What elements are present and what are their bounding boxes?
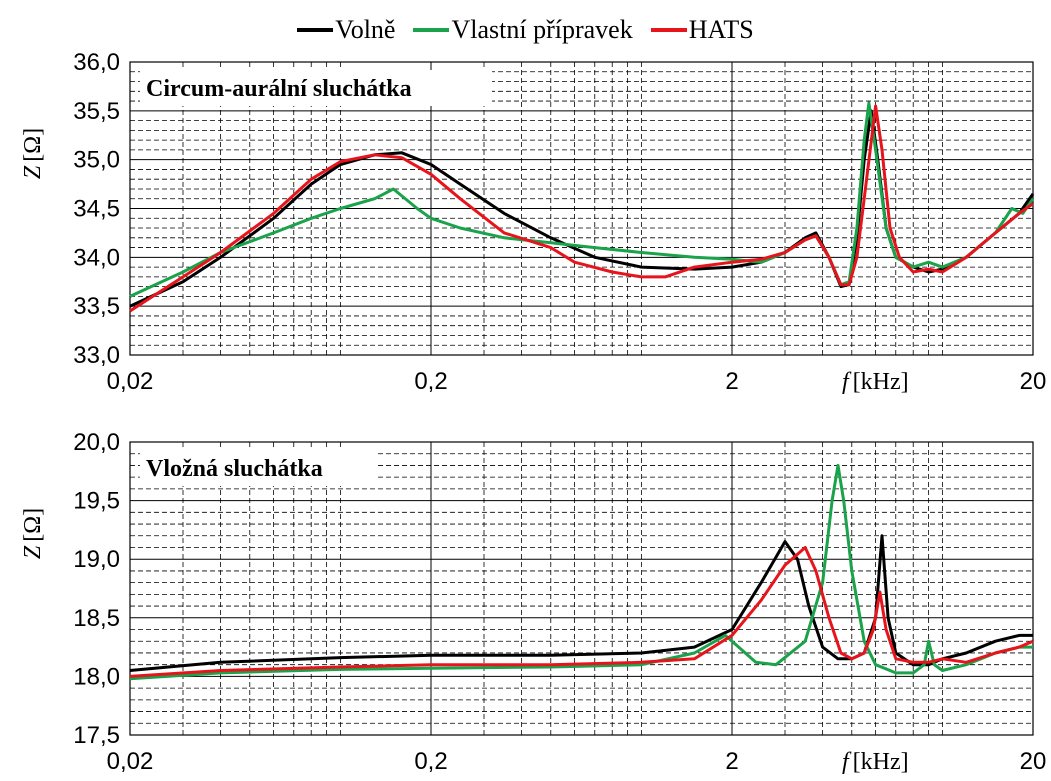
panel-vlozna-ytick-label: 20,0	[73, 429, 120, 456]
legend-swatch-hats	[650, 28, 687, 32]
legend-item-volne: Volně	[297, 15, 395, 45]
panel-circum-plot-frame	[129, 61, 1034, 356]
legend-swatch-volne	[297, 28, 334, 32]
panel-vlozna-yaxis-label: Z[Ω]	[20, 508, 46, 559]
panel-vlozna-xtick-label: 0,2	[414, 748, 447, 775]
panel-circum-xtick-label: 20	[1020, 368, 1047, 395]
panel-circum-xaxis-label: f [kHz]	[842, 369, 909, 395]
legend-item-hats: HATS	[650, 15, 754, 45]
panel-vlozna-series-vlastni-pripravek	[129, 463, 1033, 681]
legend-label-hats: HATS	[688, 15, 754, 44]
panel-vlozna-title-box	[140, 450, 378, 486]
panel-vlozna-ytick-label: 18,0	[73, 663, 120, 690]
panel-circum-series-hats	[129, 104, 1034, 313]
panel-circum-ytick-label: 33,5	[73, 293, 120, 320]
panel-vlozna-xtick-label: 0,02	[107, 748, 154, 775]
legend-label-volne: Volně	[335, 15, 396, 44]
panel-vlozna-plot-frame	[129, 441, 1034, 736]
panel-vlozna-series-hats	[129, 546, 1034, 678]
panel-circum-xtick-label: 2	[725, 368, 738, 395]
panel-vlozna-xtick-label: 20	[1020, 748, 1047, 775]
panel-circum-title: Circum-aurální sluchátka	[146, 76, 412, 102]
panel-vlozna-ytick-label: 19,0	[73, 546, 120, 573]
panel-vlozna-ytick-label: 19,5	[73, 488, 120, 515]
panel-circum-ytick-label: 34,0	[73, 244, 120, 271]
panel-circum-ytick-label: 35,5	[73, 98, 120, 125]
panel-vlozna-xaxis-label: f [kHz]	[842, 749, 909, 775]
panel-circum-ytick-label: 35,0	[73, 147, 120, 174]
panel-vlozna-ytick-label: 18,5	[73, 605, 120, 632]
legend-swatch-vlastni-pripravek	[413, 28, 450, 32]
legend-label-vlastni-pripravek: Vlastní přípravek	[451, 15, 633, 44]
panel-vlozna-xtick-label: 2	[725, 748, 738, 775]
panel-circum-ytick-label: 36,0	[73, 49, 120, 76]
panel-circum-title-box	[140, 70, 492, 106]
panel-circum-ytick-label: 34,5	[73, 196, 120, 223]
panel-vlozna-series-volne	[129, 534, 1033, 672]
panel-vlozna-ytick-label: 17,5	[73, 722, 120, 749]
panel-circum-yaxis-label: Z[Ω]	[20, 128, 46, 179]
chart-legend: Volně Vlastní přípravek HATS	[0, 10, 1051, 50]
panel-circum-xtick-label: 0,02	[107, 368, 154, 395]
panel-vlozna-title: Vložná sluchátka	[146, 456, 323, 482]
legend-item-vlastni-pripravek: Vlastní přípravek	[413, 15, 633, 45]
panel-circum-ytick-label: 33,0	[73, 342, 120, 369]
panel-circum-xtick-label: 0,2	[414, 368, 447, 395]
